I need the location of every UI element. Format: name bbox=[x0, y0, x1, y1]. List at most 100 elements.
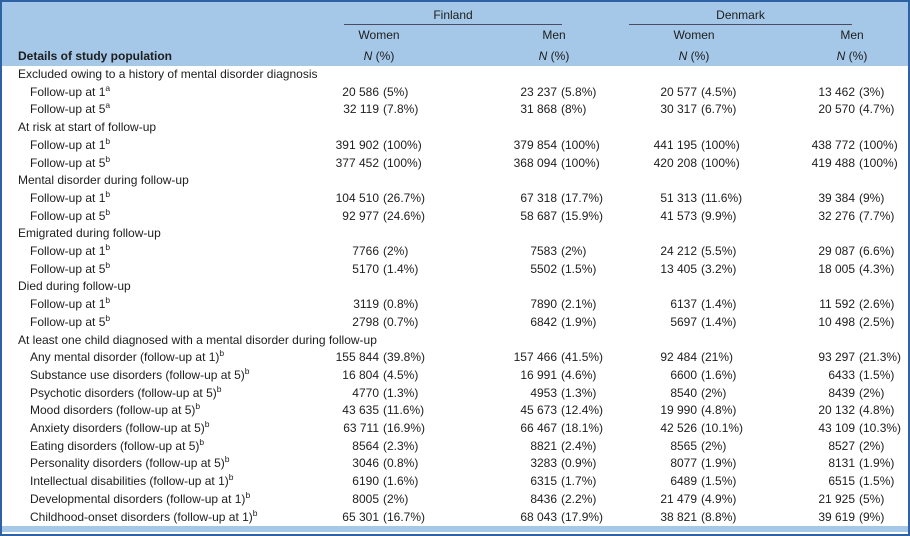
value-percent: (7.8%) bbox=[383, 102, 419, 117]
footnote-marker: b bbox=[244, 365, 250, 376]
value-percent: (1.5%) bbox=[701, 474, 737, 489]
value-cell: 41 573 (9.9%) bbox=[610, 208, 750, 226]
value-cell: 92 977 (24.6%) bbox=[334, 208, 432, 226]
section-label: Excluded owing to a history of mental di… bbox=[18, 67, 318, 81]
metric-header-n-pct: N (%) bbox=[750, 45, 908, 66]
value-percent: (1.3%) bbox=[561, 385, 597, 400]
value-cell: 155 844 (39.8%) bbox=[334, 349, 432, 367]
value-cell: 20 570 (4.7%) bbox=[750, 101, 908, 119]
value-cell: 419 488 (100%) bbox=[750, 155, 908, 173]
value-number: 18 005 bbox=[818, 261, 856, 276]
value-percent: (100%) bbox=[561, 137, 600, 152]
value-percent: (1.5%) bbox=[561, 261, 597, 276]
value-number: 368 094 bbox=[513, 155, 558, 170]
value-cell: 63 711 (16.9%) bbox=[334, 420, 432, 438]
metric-header-n-pct: N (%) bbox=[334, 45, 432, 66]
value-percent: (2%) bbox=[561, 244, 587, 259]
row-label: Follow-up at 1b bbox=[30, 135, 111, 152]
metric-header-row: Details of study population N (%) N (%) … bbox=[2, 45, 908, 66]
value-cell: 438 772 (100%) bbox=[750, 137, 908, 155]
value-percent: (7.7%) bbox=[859, 208, 895, 223]
table-row: Any mental disorder (follow-up at 1)b 155… bbox=[2, 349, 908, 367]
value-cell: 6489 (1.5%) bbox=[610, 473, 750, 491]
value-cell: 32 119 (7.8%) bbox=[334, 101, 432, 119]
table-row: Follow-up at 5b 92 977 (24.6%) 58 687 (15.9%… bbox=[2, 206, 908, 226]
footnote-marker: b bbox=[204, 419, 210, 430]
value-number: 4770 bbox=[352, 385, 379, 400]
row-label: Follow-up at 1b bbox=[30, 188, 111, 205]
section-label: Mental disorder during follow-up bbox=[18, 173, 189, 188]
value-number: 21 925 bbox=[818, 491, 856, 506]
value-cell: 20 132 (4.8%) bbox=[750, 402, 908, 420]
value-percent: (2.5%) bbox=[859, 314, 895, 329]
value-number: 8077 bbox=[670, 456, 698, 471]
footnote-marker: b bbox=[224, 454, 230, 465]
value-percent: (5%) bbox=[859, 491, 885, 506]
value-number: 92 484 bbox=[660, 350, 698, 365]
value-cell: 104 510 (26.7%) bbox=[334, 190, 432, 208]
value-percent: (8.8%) bbox=[701, 509, 737, 524]
value-number: 6315 bbox=[530, 474, 558, 489]
value-number: 43 109 bbox=[818, 421, 856, 436]
value-percent: (100%) bbox=[561, 155, 600, 170]
value-percent: (9.9%) bbox=[701, 208, 737, 223]
group-denmark-label: Denmark bbox=[629, 8, 853, 25]
footnote-marker: b bbox=[105, 188, 111, 199]
value-percent: (1.5%) bbox=[859, 474, 895, 489]
value-percent: (6.6%) bbox=[859, 244, 895, 259]
value-percent: (1.4%) bbox=[383, 261, 419, 276]
value-percent: (0.8%) bbox=[383, 456, 419, 471]
value-percent: (10.3%) bbox=[859, 421, 902, 436]
row-label: Follow-up at 1a bbox=[30, 82, 111, 99]
row-label: Follow-up at 5b bbox=[30, 153, 111, 170]
value-number: 58 687 bbox=[520, 208, 558, 223]
table-row: Follow-up at 1a 20 586 (5%) 23 237 (5.8%) 20 … bbox=[2, 82, 908, 102]
value-number: 38 821 bbox=[660, 509, 698, 524]
value-percent: (1.4%) bbox=[701, 314, 737, 329]
value-percent: (5.8%) bbox=[561, 84, 597, 99]
value-cell: 45 673 (12.4%) bbox=[432, 402, 610, 420]
value-cell: 3119 (0.8%) bbox=[334, 296, 432, 314]
value-number: 10 498 bbox=[818, 314, 856, 329]
value-cell: 8077 (1.9%) bbox=[610, 455, 750, 473]
value-percent: (26.7%) bbox=[383, 190, 426, 205]
footnote-marker: b bbox=[105, 206, 111, 217]
table-row: Follow-up at 5a 32 119 (7.8%) 31 868 (8%) 30 … bbox=[2, 101, 908, 119]
value-cell: 8436 (2.2%) bbox=[432, 491, 610, 509]
table-row: Follow-up at 1b 7766 (2%) 7583 (2%) 24 212 (5.… bbox=[2, 243, 908, 261]
value-number: 5697 bbox=[670, 314, 698, 329]
value-percent: (39.8%) bbox=[383, 350, 426, 365]
value-percent: (2%) bbox=[383, 491, 409, 506]
table-header: Finland Denmark Women Men Women Men Deta… bbox=[2, 2, 908, 66]
value-cell: 19 990 (4.8%) bbox=[610, 402, 750, 420]
value-percent: (4.8%) bbox=[859, 403, 895, 418]
value-number: 377 452 bbox=[335, 155, 379, 170]
group-header-finland: Finland bbox=[334, 2, 611, 25]
section-label: Died during follow-up bbox=[18, 279, 131, 294]
value-number: 68 043 bbox=[520, 509, 558, 524]
value-percent: (3%) bbox=[859, 84, 885, 99]
value-cell: 21 925 (5%) bbox=[750, 491, 908, 509]
section-row: Excluded owing to a history of mental di… bbox=[2, 66, 908, 84]
value-number: 11 592 bbox=[819, 297, 856, 312]
table-row: Follow-up at 5b 377 452 (100%) 368 094 (100%… bbox=[2, 153, 908, 173]
footnote-marker: a bbox=[105, 82, 111, 93]
value-percent: (4.9%) bbox=[701, 491, 737, 506]
value-cell: 8565 (2%) bbox=[610, 438, 750, 456]
value-percent: (4.6%) bbox=[561, 367, 597, 382]
value-number: 441 195 bbox=[653, 137, 698, 152]
value-cell: 8540 (2%) bbox=[610, 385, 750, 403]
value-number: 8527 bbox=[828, 438, 856, 453]
footnote-marker: b bbox=[105, 242, 111, 253]
value-percent: (100%) bbox=[859, 137, 898, 152]
table-row: Developmental disorders (follow-up at 1)… bbox=[2, 491, 908, 509]
value-percent: (2.3%) bbox=[383, 438, 419, 453]
value-cell: 379 854 (100%) bbox=[432, 137, 610, 155]
value-cell: 20 586 (5%) bbox=[334, 84, 432, 102]
table-row: Childhood-onset disorders (follow-up at … bbox=[2, 508, 908, 527]
value-number: 5170 bbox=[352, 261, 379, 276]
value-number: 31 868 bbox=[520, 102, 558, 117]
value-number: 13 462 bbox=[818, 84, 856, 99]
value-cell: 6315 (1.7%) bbox=[432, 473, 610, 491]
value-percent: (0.9%) bbox=[561, 456, 597, 471]
